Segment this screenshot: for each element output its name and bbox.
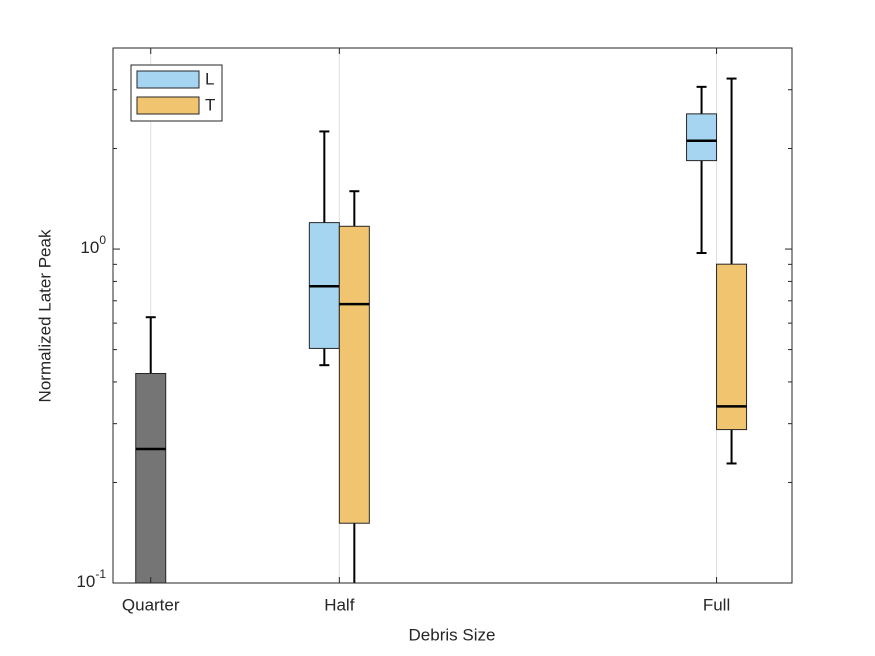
y-tick-label: 100 — [80, 233, 106, 257]
legend-swatch — [136, 70, 200, 89]
box — [716, 263, 748, 431]
x-axis-label: Debris Size — [409, 625, 496, 644]
legend-swatch — [136, 96, 200, 115]
box — [686, 113, 718, 162]
y-axis-label: Normalized Later Peak — [35, 229, 54, 402]
x-tick-label: Full — [703, 595, 730, 614]
box — [135, 372, 167, 583]
box — [338, 225, 370, 524]
plot-area — [113, 48, 792, 583]
boxes — [135, 77, 748, 583]
y-tick-label: 10-1 — [76, 567, 106, 591]
x-tick-label: Quarter — [122, 595, 180, 614]
x-tick-label: Half — [324, 595, 355, 614]
legend-label: L — [205, 69, 214, 88]
legend-label: T — [205, 95, 215, 114]
axes-frame — [112, 47, 793, 584]
